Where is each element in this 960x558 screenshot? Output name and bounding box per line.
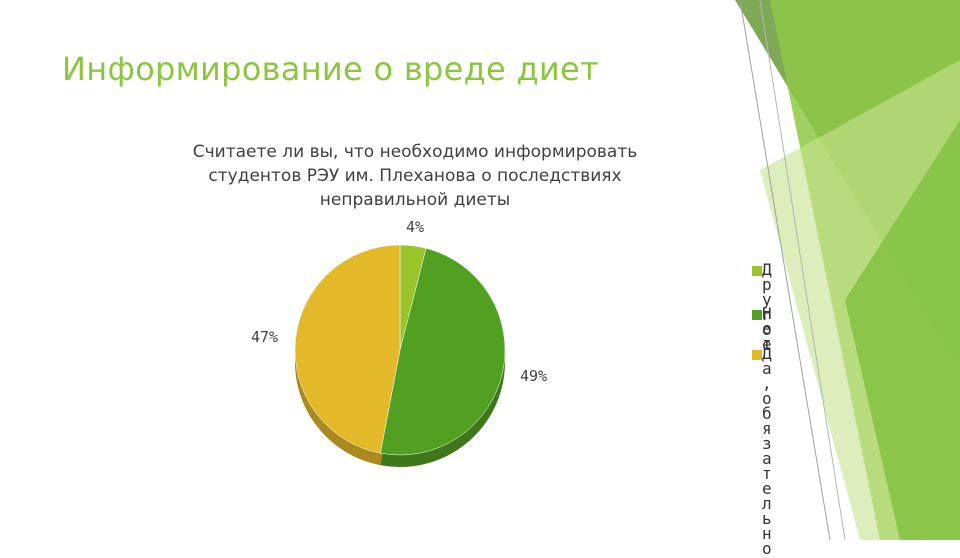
- legend-swatch: [752, 350, 762, 360]
- data-label-no: 49%: [520, 367, 548, 385]
- deco-thin-line: [739, 0, 831, 540]
- pie-slice-2: [294, 244, 401, 454]
- legend-swatch: [752, 266, 762, 276]
- pie-slice-1: [380, 247, 506, 456]
- data-label-yes: 47%: [251, 328, 279, 346]
- deco-green-sliver: [845, 120, 960, 540]
- chart-title: Считаете ли вы, что необходимо информиро…: [192, 142, 638, 210]
- decorative-background-shapes: [735, 0, 960, 540]
- data-label-other: 4%: [406, 218, 425, 236]
- legend-swatch: [752, 310, 762, 320]
- legend-label: Н е т: [762, 304, 772, 353]
- legend-label: Д а , о б я з а т е л ь н о: [762, 344, 772, 558]
- slide: Информирование о вреде диет Считаете ли …: [62, 0, 960, 557]
- legend-label: Д р у г о е: [762, 260, 772, 354]
- pie-chart: [294, 244, 506, 468]
- deco-thin-line-2: [759, 0, 846, 540]
- slide-title: Информирование о вреде диет: [62, 50, 599, 88]
